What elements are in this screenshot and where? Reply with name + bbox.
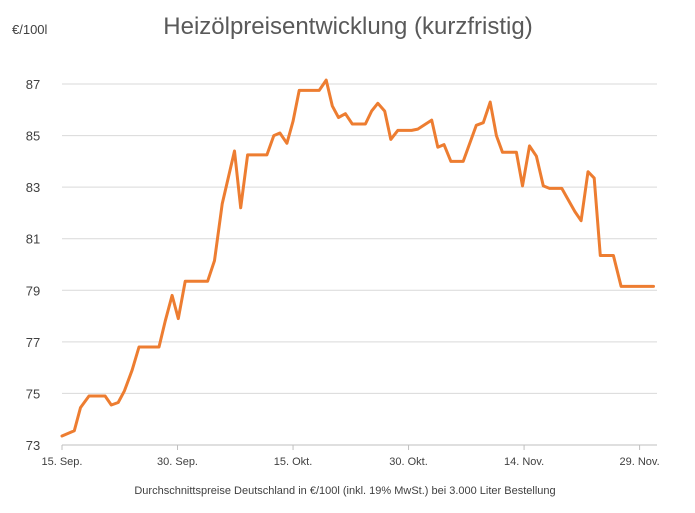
y-tick-label: 85: [26, 129, 40, 144]
x-tick-label: 14. Nov.: [504, 456, 544, 468]
y-tick-label: 79: [26, 283, 40, 298]
y-tick-label: 77: [26, 335, 40, 350]
x-tick-label: 29. Nov.: [620, 456, 660, 468]
x-tick-label: 30. Sep.: [157, 456, 198, 468]
y-tick-label: 83: [26, 180, 40, 195]
y-axis-ticks: 73 75 77 79 81 83 85 87: [26, 77, 40, 453]
y-axis-unit-label: €/100l: [12, 22, 48, 37]
chart-title: Heizölpreisentwicklung (kurzfristig): [163, 13, 532, 40]
series-layer: [60, 78, 655, 438]
y-tick-label: 75: [26, 386, 40, 401]
x-tick-label: 15. Sep.: [42, 456, 83, 468]
series-line: [60, 78, 655, 438]
x-tick-label: 30. Okt.: [389, 456, 428, 468]
y-tick-label: 81: [26, 232, 40, 247]
x-tick-label: 15. Okt.: [274, 456, 313, 468]
y-tick-label: 87: [26, 77, 40, 92]
x-axis-ticks: 15. Sep. 30. Sep. 15. Okt. 30. Okt. 14. Nov.…: [42, 445, 660, 468]
gridlines: [62, 83, 657, 446]
y-tick-label: 73: [26, 438, 40, 453]
chart-caption: Durchschnittspreise Deutschland in €/100…: [134, 485, 555, 497]
